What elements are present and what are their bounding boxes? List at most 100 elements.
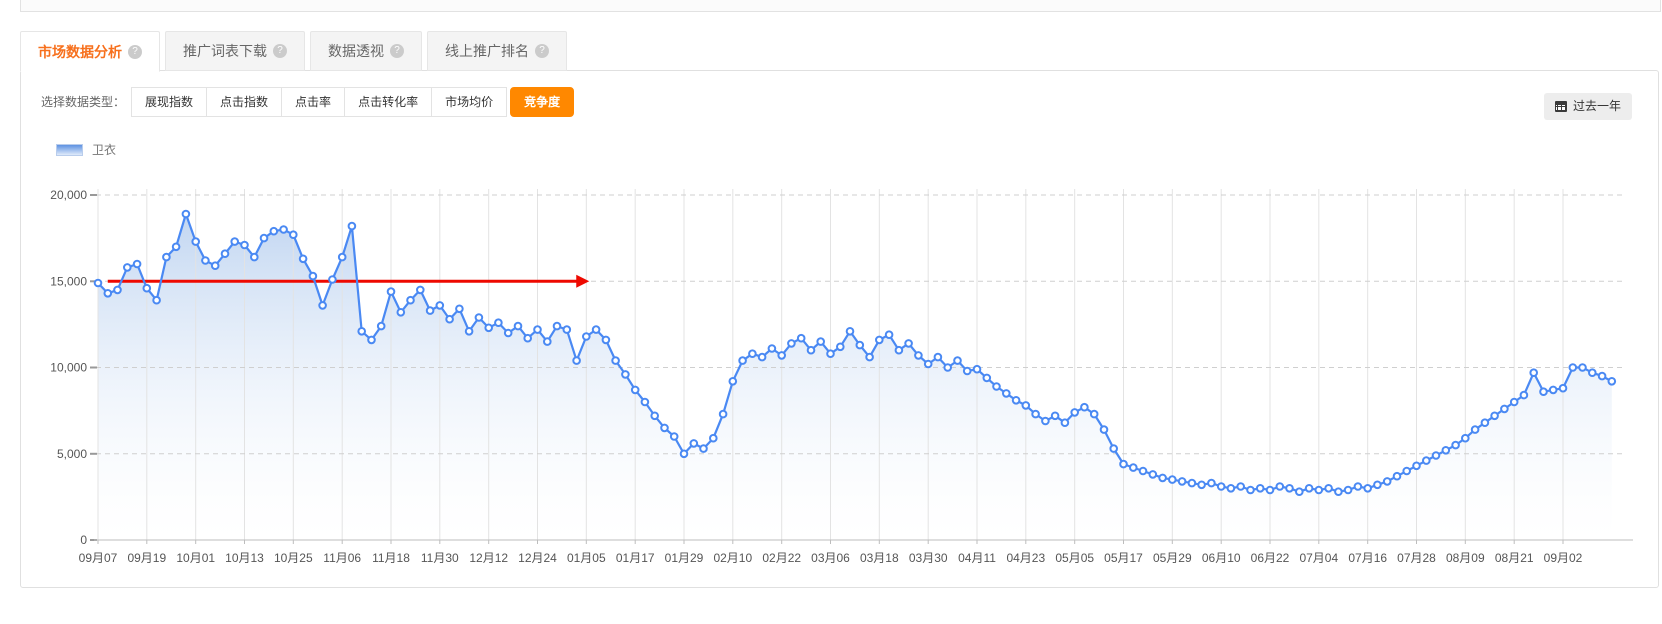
data-point [1080, 402, 1089, 412]
data-point [591, 325, 601, 334]
data-point [279, 225, 288, 234]
data-point [220, 249, 230, 258]
data-point [1060, 418, 1070, 427]
help-icon[interactable]: ? [128, 44, 142, 59]
data-point [757, 352, 767, 362]
data-point [728, 377, 738, 386]
series-markers[interactable] [93, 209, 1617, 497]
data-point [709, 433, 718, 443]
data-point [543, 337, 552, 346]
data-point [132, 259, 142, 269]
data-point [1138, 466, 1148, 476]
x-tick-label: 09月02 [1544, 551, 1583, 565]
help-icon[interactable]: ? [535, 44, 549, 58]
data-point [1089, 409, 1099, 419]
data-point [806, 345, 816, 355]
data-point [93, 278, 103, 288]
data-point [386, 287, 396, 296]
data-point [601, 335, 611, 345]
data-point [1422, 456, 1431, 465]
data-point [1343, 485, 1353, 495]
data-point [1578, 363, 1587, 372]
data-point [1490, 411, 1499, 421]
data-point [953, 356, 962, 365]
data-point [435, 301, 445, 310]
chart-area: 09月07 09月19 10月01 10月13 10月25 11月06 11月18 11月30… [21, 171, 1660, 586]
y-tick-label: 15,000 [50, 274, 87, 288]
help-icon[interactable]: ? [390, 44, 404, 58]
data-point [943, 363, 953, 372]
x-tick-label: 05月29 [1153, 551, 1192, 565]
data-point [230, 237, 239, 246]
data-point [250, 252, 259, 262]
data-point [1363, 484, 1372, 493]
datatype-impression-index-button[interactable]: 展现指数 [131, 87, 208, 117]
y-tick-label: 10,000 [50, 361, 87, 375]
data-point [699, 444, 708, 453]
datatype-click-index-button[interactable]: 点击指数 [206, 87, 283, 117]
data-point [513, 321, 523, 331]
data-point [1382, 477, 1392, 486]
datatype-competition-button[interactable]: 竞争度 [510, 87, 575, 117]
x-tick-label: 01月29 [665, 551, 704, 565]
tab-online-promotion-ranking[interactable]: 线上推广排名 ? [427, 31, 567, 71]
x-tick-label: 02月22 [762, 551, 801, 565]
data-point [376, 321, 386, 331]
x-tick-label: 11月06 [323, 551, 361, 565]
datatype-market-avg-price-button[interactable]: 市场均价 [431, 87, 508, 117]
data-point [152, 295, 161, 305]
data-point [1070, 408, 1079, 417]
data-point [884, 330, 894, 339]
help-icon[interactable]: ? [273, 44, 287, 58]
tab-market-data-analysis[interactable]: 市场数据分析 ? [20, 31, 160, 72]
data-point [992, 382, 1001, 391]
data-point [1431, 451, 1441, 460]
tab-keyword-list-download[interactable]: 推广词表下载 ? [165, 31, 305, 71]
data-point [1402, 466, 1411, 476]
data-point [1265, 485, 1275, 495]
data-point [298, 254, 308, 264]
data-point [328, 275, 337, 284]
calendar-icon [1554, 101, 1567, 112]
data-point [689, 439, 699, 448]
x-tick-label: 06月22 [1251, 551, 1290, 565]
data-point [1187, 478, 1197, 488]
data-point [1392, 471, 1402, 481]
data-point [1021, 401, 1031, 410]
x-tick-label: 07月16 [1348, 551, 1387, 565]
data-point [1461, 433, 1470, 443]
data-point [1597, 371, 1607, 381]
x-tick-label: 02月10 [713, 551, 752, 565]
data-point [621, 370, 630, 379]
x-tick-label: 10月13 [225, 551, 264, 565]
tab-data-pivot[interactable]: 数据透视 ? [310, 31, 422, 71]
data-point [1558, 383, 1568, 393]
data-point [162, 252, 171, 262]
data-point [396, 308, 406, 317]
data-point [1099, 425, 1109, 434]
data-point [611, 356, 620, 365]
data-point [425, 306, 435, 315]
data-point [318, 301, 327, 310]
datatype-ctr-button[interactable]: 点击率 [281, 87, 346, 117]
data-point [464, 327, 474, 336]
x-tick-label: 05月05 [1055, 551, 1094, 565]
data-point [1216, 482, 1226, 491]
datatype-conversion-rate-button[interactable]: 点击转化率 [344, 87, 433, 117]
data-point [679, 449, 689, 459]
x-tick-label: 09月07 [79, 551, 118, 565]
date-range-button[interactable]: 过去一年 [1543, 93, 1632, 120]
data-type-label: 选择数据类型： [41, 95, 126, 109]
x-tick-label: 11月30 [421, 551, 459, 565]
data-point [191, 237, 200, 246]
data-point [503, 328, 513, 338]
competition-line-chart[interactable]: 09月07 09月19 10月01 10月13 10月25 11月06 11月18 11月30… [21, 171, 1660, 586]
data-point [1148, 470, 1158, 479]
data-point [1412, 461, 1421, 471]
data-point [894, 345, 904, 355]
data-point [406, 295, 415, 305]
tab-label: 推广词表下载 [183, 43, 267, 59]
data-point [494, 318, 503, 327]
data-point [1539, 387, 1548, 396]
x-tick-label: 01月17 [616, 551, 655, 565]
